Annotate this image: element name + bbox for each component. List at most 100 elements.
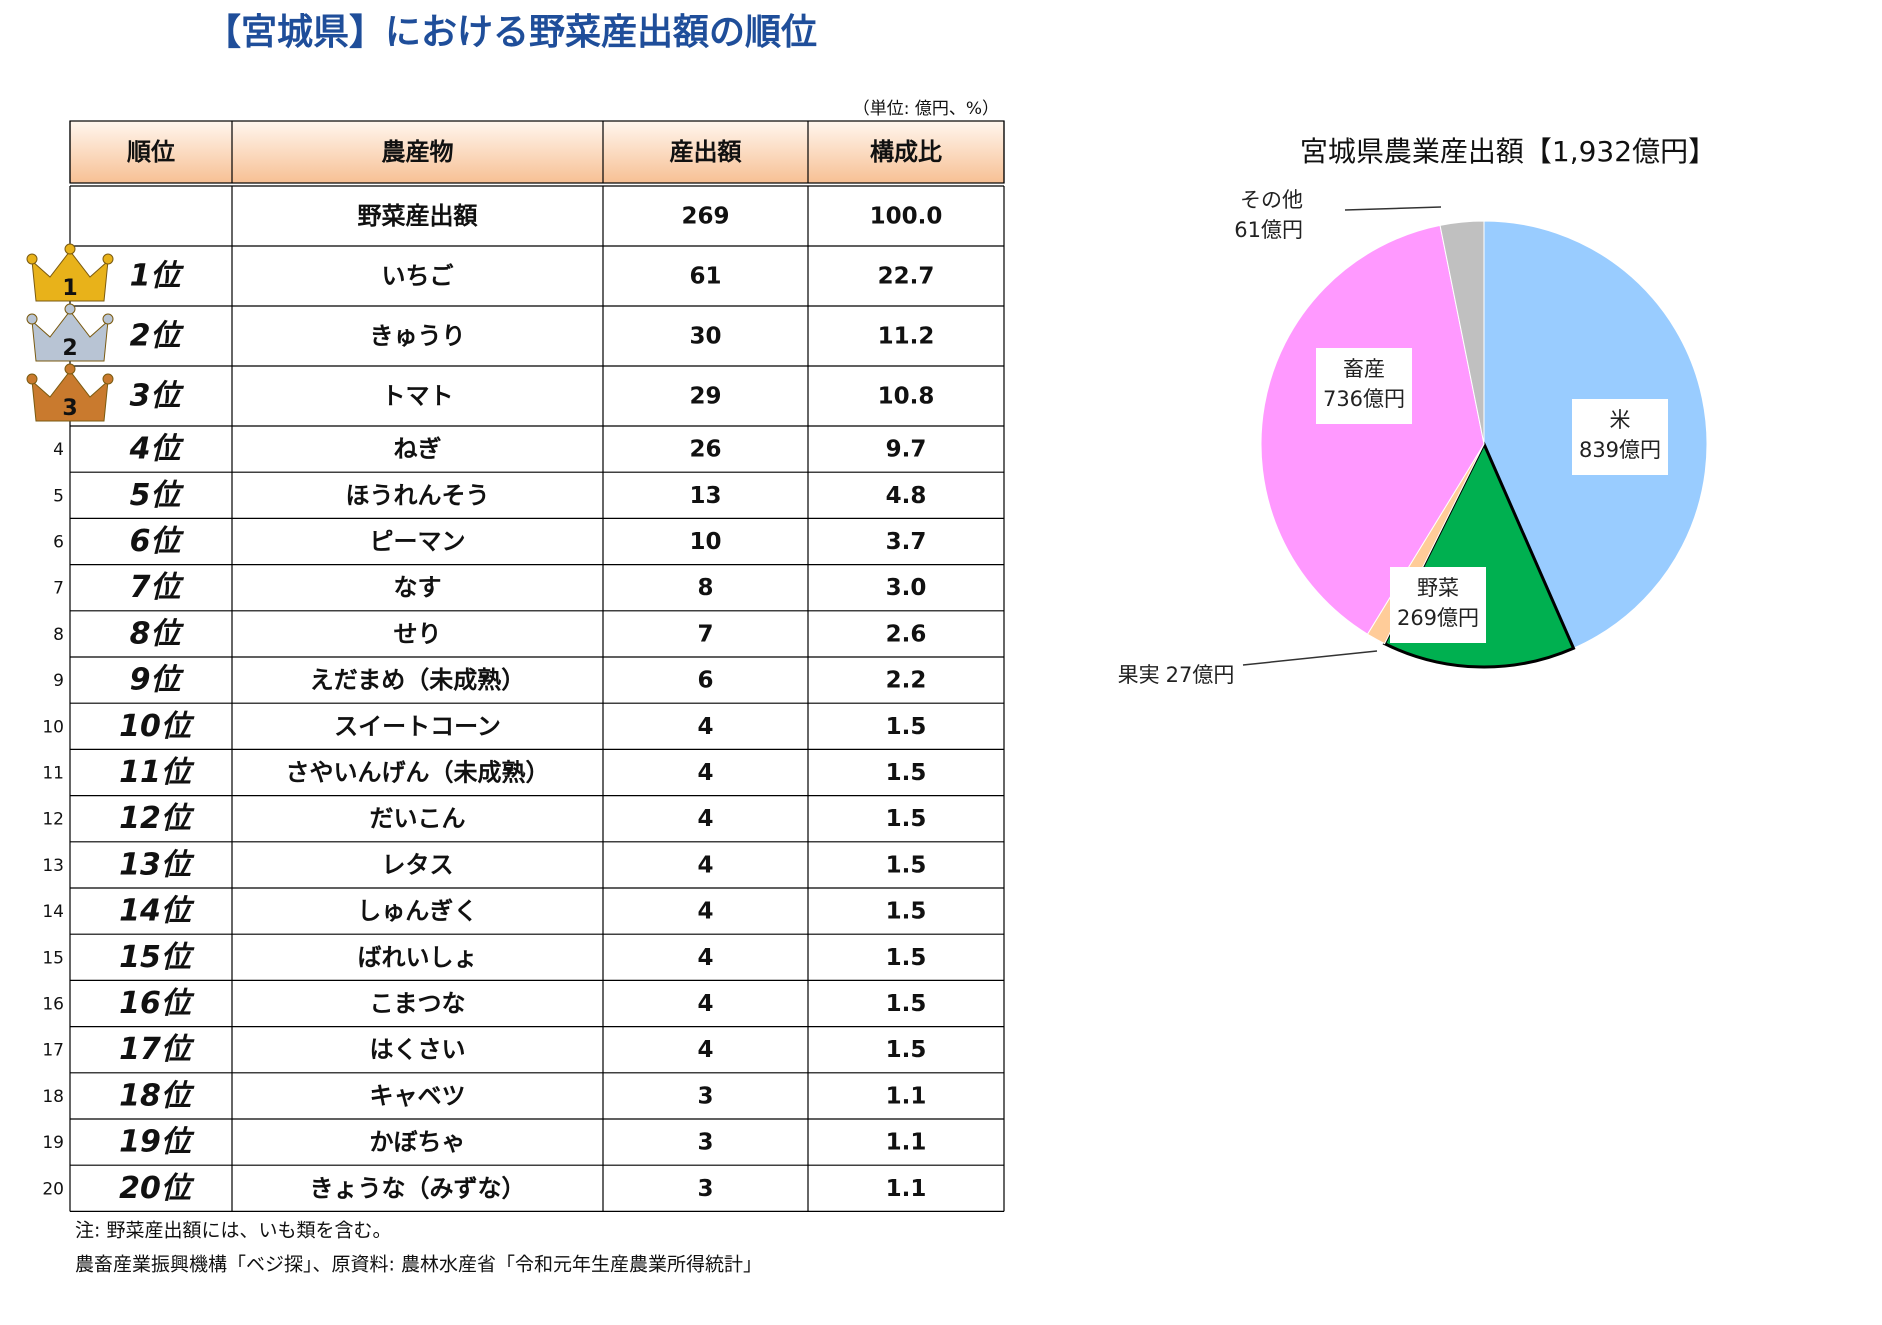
crown-icon — [31, 250, 109, 302]
side-number: 13 — [42, 856, 64, 876]
rank: 19位 — [119, 1125, 195, 1160]
share: 1.5 — [886, 760, 927, 786]
rank: 11位 — [119, 755, 195, 790]
share: 11.2 — [878, 324, 935, 350]
slice-value: 269億円 — [1397, 606, 1479, 630]
amount: 4 — [697, 760, 713, 786]
share: 1.5 — [886, 714, 927, 740]
side-number: 10 — [42, 717, 64, 737]
share: 1.5 — [886, 852, 927, 878]
side-number: 19 — [42, 1133, 64, 1153]
crown-jewel — [64, 363, 76, 375]
column-header: 産出額 — [670, 138, 743, 166]
crop: 野菜産出額 — [358, 202, 479, 230]
amount: 26 — [689, 437, 721, 463]
slice-label: 果実 27億円 — [1118, 663, 1235, 687]
rank: 13位 — [119, 847, 195, 882]
crown-jewel — [64, 243, 76, 255]
crop: さやいんげん（未成熟） — [286, 759, 550, 787]
leader-line — [1242, 650, 1378, 666]
amount: 269 — [681, 204, 729, 230]
share: 1.5 — [886, 806, 927, 832]
label-box — [1390, 567, 1486, 643]
side-number: 17 — [42, 1041, 64, 1061]
label-box — [1316, 348, 1412, 424]
pie-slice — [1439, 220, 1485, 445]
share: 3.0 — [886, 575, 927, 601]
side-number: 8 — [53, 625, 64, 645]
unit-note: （単位: 億円、%） — [853, 99, 999, 119]
amount: 3 — [697, 1130, 713, 1156]
share: 1.1 — [886, 1083, 927, 1109]
crown-jewel — [102, 253, 114, 265]
note: 農畜産業振興機構「ベジ探」、原資料: 農林水産省「令和元年生産農業所得統計」 — [75, 1254, 762, 1276]
crop: いちご — [382, 262, 454, 290]
crown-icon — [31, 310, 109, 362]
crown-jewel — [26, 373, 38, 385]
amount: 3 — [697, 1083, 713, 1109]
share: 2.6 — [886, 621, 927, 647]
crown-jewel — [102, 373, 114, 385]
crop: えだまめ（未成熟） — [310, 666, 526, 694]
side-number: 4 — [53, 440, 64, 460]
side-number: 11 — [42, 764, 64, 784]
slice-name: 果実 — [1118, 663, 1160, 687]
slice-value: 61億円 — [1234, 218, 1303, 242]
rank: 14位 — [119, 894, 195, 929]
note: 注: 野菜産出額には、いも類を含む。 — [75, 1220, 391, 1242]
side-number: 16 — [42, 995, 64, 1015]
amount: 6 — [697, 668, 713, 694]
rank: 16位 — [119, 986, 195, 1021]
rank: 5位 — [130, 478, 185, 513]
share: 1.1 — [886, 1176, 927, 1202]
crop: はくさい — [370, 1036, 466, 1064]
side-number: 18 — [42, 1087, 64, 1107]
crop: こまつな — [370, 990, 466, 1018]
crop: しゅんぎく — [357, 897, 477, 925]
crop: ねぎ — [394, 435, 442, 463]
amount: 30 — [689, 324, 721, 350]
share: 2.2 — [886, 668, 927, 694]
crop: かぼちゃ — [370, 1128, 466, 1156]
rank: 6位 — [130, 524, 185, 559]
rank: 20位 — [119, 1171, 195, 1206]
side-number: 5 — [53, 486, 64, 506]
label-box — [1572, 399, 1668, 475]
share: 1.1 — [886, 1130, 927, 1156]
amount: 7 — [697, 621, 713, 647]
share: 100.0 — [870, 204, 943, 230]
rank: 9位 — [130, 663, 185, 698]
amount: 29 — [689, 384, 721, 410]
share: 22.7 — [878, 264, 935, 290]
share: 1.5 — [886, 945, 927, 971]
rank: 1位 — [130, 259, 185, 294]
share: 1.5 — [886, 991, 927, 1017]
crown-jewel — [26, 253, 38, 265]
page-title: 【宮城県】における野菜産出額の順位 — [205, 12, 817, 53]
amount: 8 — [697, 575, 713, 601]
slice-value: 839億円 — [1579, 438, 1661, 462]
amount: 3 — [697, 1176, 713, 1202]
amount: 10 — [689, 529, 721, 555]
share: 4.8 — [886, 483, 927, 509]
side-number: 6 — [53, 533, 64, 553]
side-number: 9 — [53, 671, 64, 691]
amount: 4 — [697, 991, 713, 1017]
crop: ほうれんそう — [346, 481, 490, 509]
amount: 4 — [697, 945, 713, 971]
share: 10.8 — [878, 384, 935, 410]
rank: 15位 — [119, 940, 195, 975]
crop: ばれいしょ — [358, 943, 478, 971]
amount: 4 — [697, 899, 713, 925]
crop: だいこん — [370, 805, 466, 833]
column-header: 農産物 — [382, 138, 454, 166]
slice-value: 27億円 — [1166, 663, 1235, 687]
rank: 4位 — [129, 432, 185, 467]
crop: トマト — [382, 382, 454, 410]
crop: きゅうり — [370, 322, 466, 350]
crop: なす — [394, 574, 442, 602]
slice-value: 736億円 — [1323, 387, 1405, 411]
table-header-bg — [69, 120, 1005, 184]
rank: 2位 — [130, 319, 185, 354]
